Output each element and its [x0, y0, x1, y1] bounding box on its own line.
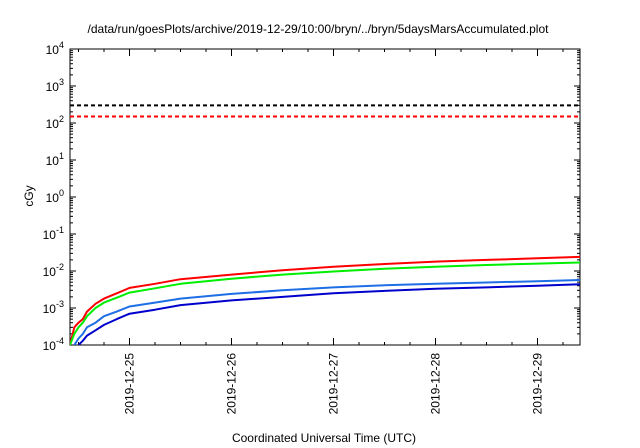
series-line	[70, 261, 580, 345]
series-line	[70, 255, 580, 345]
y-tick-label: 100	[46, 188, 64, 205]
y-tick-label: 103	[46, 77, 64, 94]
y-tick-label: 10-1	[43, 225, 64, 242]
x-axis-label: Coordinated Universal Time (UTC)	[232, 431, 416, 445]
y-tick-label: 104	[46, 40, 64, 57]
series-line	[73, 279, 580, 345]
x-tick-label: 2019-12-27	[327, 353, 341, 415]
plot-layer: 10-4 10-3 10-2 10-1 100 101 102 103 104 2019-12-2…	[43, 40, 581, 415]
chart-title: /data/run/goesPlots/archive/2019-12-29/1…	[88, 22, 550, 36]
y-tick-label: 10-4	[43, 336, 64, 353]
x-tick-label: 2019-12-26	[225, 353, 239, 415]
y-tick-label: 10-3	[43, 299, 64, 316]
y-tick-label: 10-2	[43, 262, 64, 279]
x-tick-label: 2019-12-25	[123, 353, 137, 415]
plot-frame	[69, 48, 581, 346]
y-tick-label: 102	[46, 114, 64, 131]
x-tick-label: 2019-12-28	[429, 353, 443, 415]
y-tick-label: 101	[46, 151, 64, 168]
y-axis-label: cGy	[22, 185, 36, 206]
x-tick-label: 2019-12-29	[531, 353, 545, 415]
series-line	[77, 283, 580, 345]
